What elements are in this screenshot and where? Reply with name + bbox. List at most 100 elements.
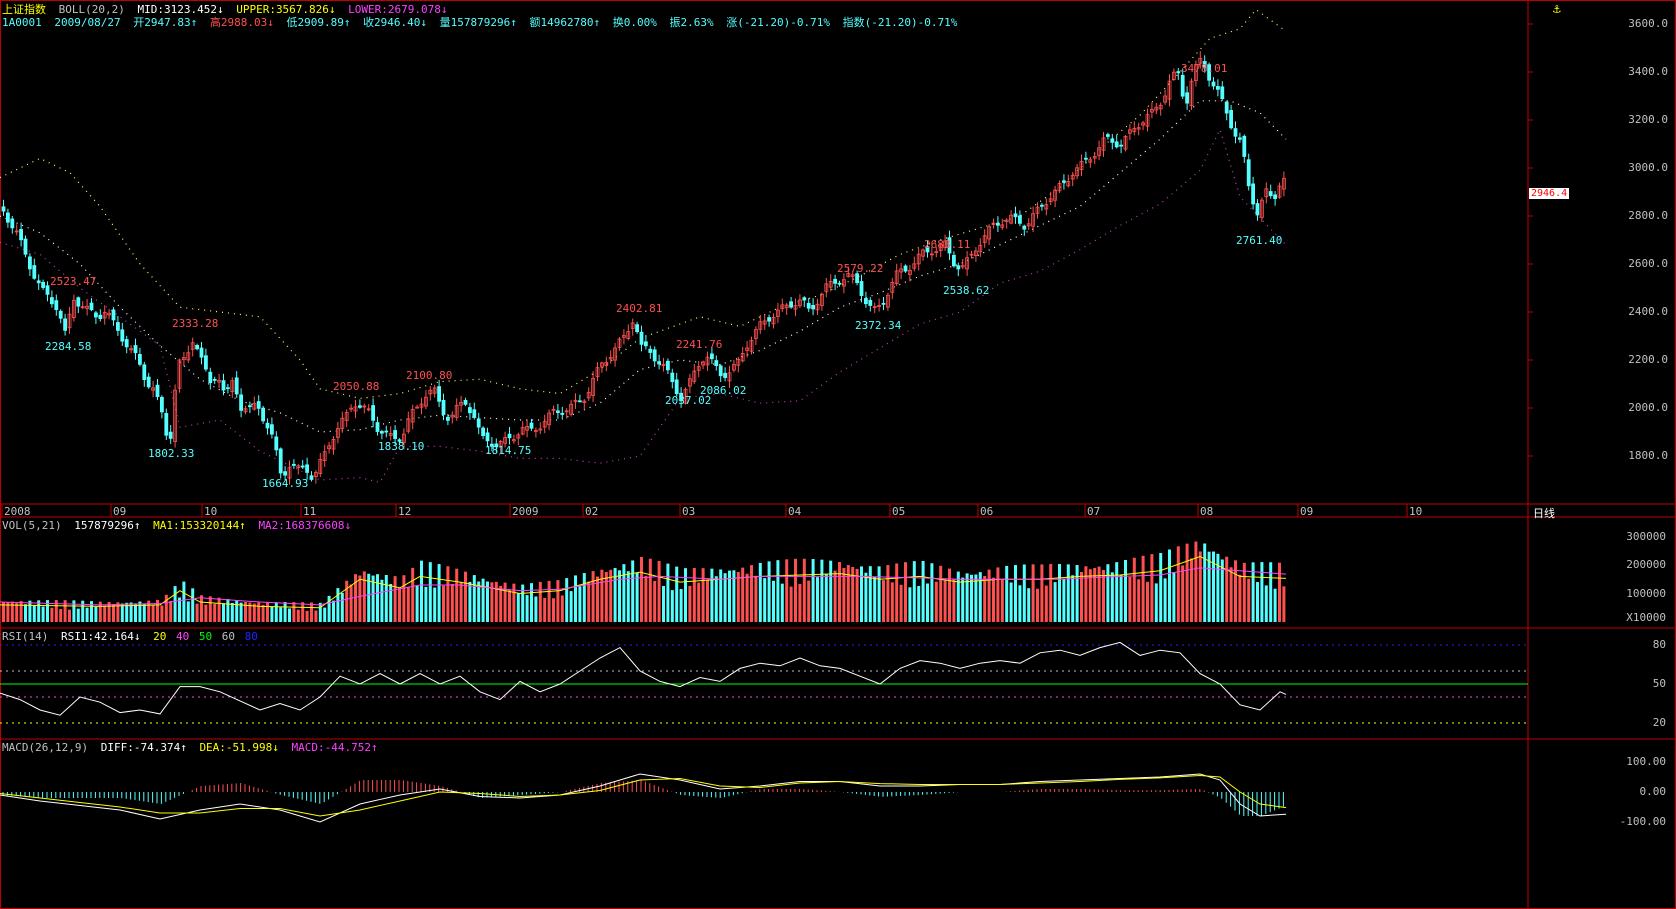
- vol-bar: [1115, 562, 1119, 622]
- boll-label: BOLL(20,2): [58, 3, 125, 16]
- candle-body: [1018, 215, 1022, 224]
- price-annotation: 3478.01: [1181, 62, 1228, 75]
- vol-bar: [754, 575, 758, 622]
- candle-body: [300, 465, 305, 468]
- x-tick-label: 10: [204, 505, 218, 518]
- x-tick-label: 06: [980, 505, 994, 518]
- candle-body: [503, 437, 508, 444]
- vol-bar: [912, 561, 916, 622]
- vol-bar: [1014, 565, 1017, 622]
- candle-body: [247, 405, 252, 408]
- vol-bar: [46, 600, 49, 622]
- candle-body: [771, 317, 776, 325]
- vol-bar: [864, 572, 868, 622]
- candle-body: [679, 392, 683, 402]
- candle-body: [445, 416, 450, 421]
- candle-body: [388, 433, 393, 436]
- rsi-l60: 60: [221, 630, 235, 643]
- vol-bar: [785, 559, 789, 622]
- price-tick-label: 2400.0: [1628, 305, 1668, 318]
- candle-body: [996, 222, 1000, 226]
- candle-body: [815, 303, 820, 311]
- vol-bar: [310, 602, 313, 622]
- candle-body: [714, 360, 719, 366]
- vol-bar: [728, 570, 731, 622]
- vol-bar: [1150, 554, 1154, 622]
- candle-body: [718, 365, 723, 377]
- candle-body: [1277, 185, 1282, 198]
- vol-bar: [200, 595, 203, 622]
- anchor-icon[interactable]: ⚓: [1553, 2, 1561, 17]
- vol-bar: [428, 562, 432, 622]
- vol-bar: [538, 581, 542, 622]
- vol-bar: [384, 574, 388, 622]
- candle-body: [921, 249, 925, 257]
- vol-bar: [1080, 571, 1083, 622]
- candle-body: [1207, 64, 1211, 81]
- vol-bar: [697, 582, 701, 622]
- candle-body: [221, 380, 226, 391]
- vol-bar: [723, 573, 727, 622]
- candle-body: [987, 226, 991, 240]
- vol-ma1-line: [0, 555, 1287, 609]
- candle-body: [872, 306, 877, 309]
- vol-bar: [1159, 552, 1163, 622]
- price-annotation: 2402.81: [616, 302, 663, 315]
- vol-bar: [125, 602, 129, 622]
- candle-body: [261, 407, 266, 422]
- candle-body: [1202, 61, 1207, 69]
- candle-body: [608, 357, 613, 360]
- vol-bar: [653, 581, 657, 622]
- candle-body: [27, 256, 32, 270]
- vol-bar: [763, 578, 767, 622]
- vol-bar: [134, 603, 137, 622]
- vol-bar: [120, 603, 124, 622]
- vol-bar: [521, 584, 525, 622]
- boll-mid-line: [0, 100, 1287, 433]
- vol-bar: [732, 570, 736, 622]
- candle-body: [208, 371, 213, 384]
- vol-bar: [508, 589, 511, 622]
- vol-bar: [543, 597, 547, 622]
- period-label[interactable]: 日线: [1533, 507, 1555, 520]
- vol-bar: [776, 560, 780, 622]
- candle-body: [357, 405, 362, 408]
- vol-bar: [345, 580, 349, 622]
- vol-bar: [996, 567, 1000, 622]
- vol-bar: [983, 575, 987, 622]
- candle-body: [274, 436, 279, 451]
- vol-bar: [560, 595, 564, 622]
- vol-bar: [283, 602, 287, 622]
- boll-mid: MID:3123.452↓: [137, 3, 224, 16]
- candle-body: [1136, 127, 1141, 130]
- x-tick-label: 10: [1409, 505, 1423, 518]
- vol-bar: [354, 574, 357, 622]
- vol-bar: [1273, 588, 1277, 622]
- vol-bar: [204, 604, 208, 622]
- vol-bar: [926, 583, 929, 622]
- candle-body: [881, 302, 886, 305]
- vol-bar: [802, 558, 806, 622]
- candle-body: [1255, 203, 1260, 216]
- candle-body: [151, 387, 156, 391]
- candle-body: [269, 424, 274, 435]
- candle-body: [754, 329, 758, 339]
- candle-body: [340, 417, 345, 429]
- vol-bar: [877, 566, 881, 622]
- candle-body: [762, 320, 767, 325]
- vol-bar: [1141, 555, 1145, 622]
- candle-body: [327, 445, 332, 450]
- price-tick-label: 1800.0: [1628, 449, 1668, 462]
- vol-bar: [2, 602, 5, 622]
- vol-bar: [886, 565, 890, 622]
- candle-body: [736, 359, 741, 366]
- vol-bar: [182, 581, 186, 622]
- candle-body: [749, 340, 754, 352]
- vol-bar: [1009, 582, 1013, 622]
- candle-body: [186, 352, 191, 361]
- vol-bar: [860, 566, 863, 622]
- candle-body: [419, 403, 424, 408]
- vol-bar: [855, 568, 859, 622]
